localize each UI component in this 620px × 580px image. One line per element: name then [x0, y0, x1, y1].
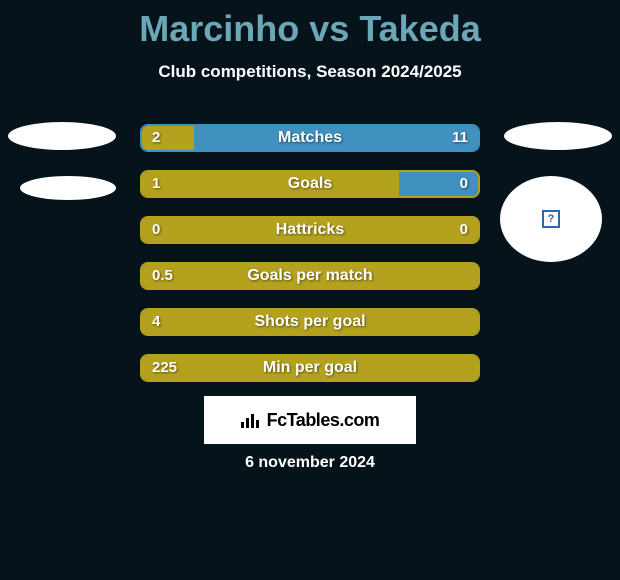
player-right-avatar-stack	[504, 122, 612, 176]
stat-row: 00Hattricks	[140, 216, 480, 244]
page-title: Marcinho vs Takeda	[0, 0, 620, 50]
stats-bars: 211Matches 10Goals 00Hattricks 0.5Goals per…	[140, 124, 480, 400]
ellipse-placeholder	[20, 176, 116, 200]
stat-label: Min per goal	[142, 356, 478, 380]
bar-chart-icon	[241, 412, 263, 428]
stat-label: Shots per goal	[142, 310, 478, 334]
player-left-avatar-stack	[8, 122, 116, 226]
stat-row: 4Shots per goal	[140, 308, 480, 336]
player-right-badge: ?	[500, 176, 602, 262]
stat-row: 211Matches	[140, 124, 480, 152]
stat-row: 0.5Goals per match	[140, 262, 480, 290]
help-icon: ?	[542, 210, 560, 228]
stat-label: Goals per match	[142, 264, 478, 288]
stat-row: 225Min per goal	[140, 354, 480, 382]
logo-text: FcTables.com	[267, 410, 380, 431]
ellipse-placeholder	[504, 122, 612, 150]
stat-label: Matches	[142, 126, 478, 150]
page-subtitle: Club competitions, Season 2024/2025	[0, 62, 620, 82]
stat-row: 10Goals	[140, 170, 480, 198]
fctables-logo: FcTables.com	[204, 396, 416, 444]
ellipse-placeholder	[8, 122, 116, 150]
stat-label: Goals	[142, 172, 478, 196]
snapshot-date: 6 november 2024	[0, 454, 620, 472]
stat-label: Hattricks	[142, 218, 478, 242]
